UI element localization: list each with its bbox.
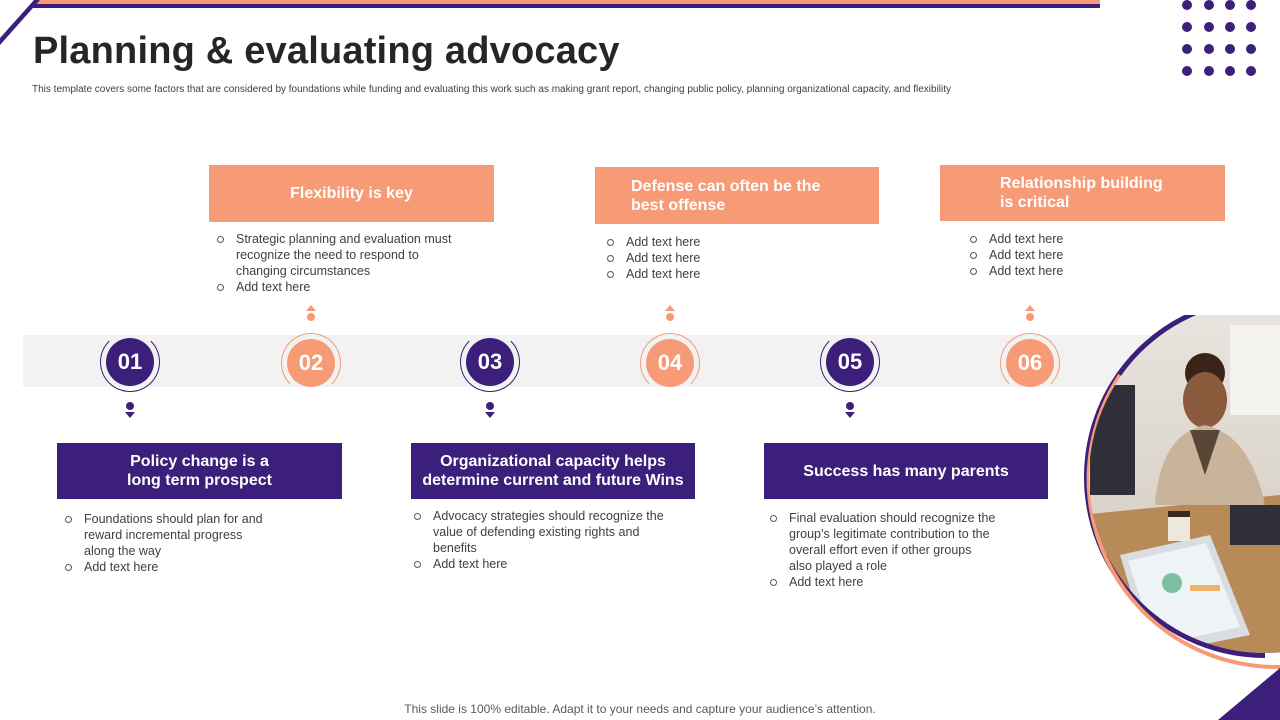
pin-05 bbox=[845, 412, 855, 418]
heading-box-01: Policy change is a long term prospect bbox=[57, 443, 342, 499]
step-circle-06: 06 bbox=[1006, 339, 1054, 387]
list-item: Add text here bbox=[606, 250, 806, 266]
list-item: Add text here bbox=[216, 279, 468, 295]
heading-05: Success has many parents bbox=[803, 462, 1009, 480]
heading-04: Defense can often be the best offense bbox=[631, 177, 821, 214]
list-item: Add text here bbox=[769, 574, 997, 590]
page-title: Planning & evaluating advocacy bbox=[33, 30, 620, 72]
heading-box-04: Defense can often be the best offense bbox=[595, 167, 879, 224]
top-accent-bar bbox=[0, 0, 1100, 4]
bottom-corner-decoration bbox=[1218, 668, 1280, 720]
heading-box-05: Success has many parents bbox=[764, 443, 1048, 499]
step-circle-03: 03 bbox=[466, 338, 514, 386]
step-number-02: 02 bbox=[298, 350, 324, 375]
step-number-04: 04 bbox=[657, 350, 683, 375]
step-ring-06 bbox=[1000, 333, 1060, 393]
step-number-06: 06 bbox=[1017, 350, 1043, 375]
pin-02 bbox=[306, 305, 316, 311]
step-circle-02: 02 bbox=[287, 339, 335, 387]
step-ring-03 bbox=[460, 332, 520, 392]
list-item: Advocacy strategies should recognize the… bbox=[413, 508, 671, 556]
step-ring-01 bbox=[100, 332, 160, 392]
bullet-list-02: Strategic planning and evaluation must r… bbox=[216, 231, 468, 295]
list-item: Add text here bbox=[606, 266, 806, 282]
bullet-list-05: Final evaluation should recognize the gr… bbox=[769, 510, 997, 590]
top-accent-bar-dark bbox=[0, 4, 1100, 8]
step-ring-02 bbox=[281, 333, 341, 393]
corner-decoration-inner bbox=[0, 0, 34, 38]
page-subtitle: This template covers some factors that a… bbox=[32, 84, 952, 95]
step-circle-04: 04 bbox=[646, 339, 694, 387]
list-item: Add text here bbox=[413, 556, 671, 572]
heading-box-02: Flexibility is key bbox=[209, 165, 494, 222]
list-item: Final evaluation should recognize the gr… bbox=[769, 510, 997, 574]
bullet-list-01: Foundations should plan for and reward i… bbox=[64, 511, 264, 575]
pin-03 bbox=[485, 412, 495, 418]
list-item: Add text here bbox=[64, 559, 264, 575]
step-circle-01: 01 bbox=[106, 338, 154, 386]
list-item: Add text here bbox=[969, 247, 1169, 263]
pin-06 bbox=[1025, 305, 1035, 311]
heading-02: Flexibility is key bbox=[290, 185, 413, 202]
heading-box-06: Relationship building is critical bbox=[940, 165, 1225, 221]
step-circle-05: 05 bbox=[826, 338, 874, 386]
step-number-05: 05 bbox=[837, 349, 863, 374]
step-number-01: 01 bbox=[117, 349, 143, 374]
step-ring-05 bbox=[820, 332, 880, 392]
heading-03: Organizational capacity helps determine … bbox=[422, 453, 684, 489]
list-item: Strategic planning and evaluation must r… bbox=[216, 231, 468, 279]
list-item: Add text here bbox=[969, 231, 1169, 247]
list-item: Add text here bbox=[606, 234, 806, 250]
heading-box-03: Organizational capacity helps determine … bbox=[411, 443, 695, 499]
meeting-photo bbox=[1084, 315, 1280, 670]
pin-01 bbox=[125, 412, 135, 418]
dot-grid-decoration bbox=[1176, 0, 1268, 80]
step-ring-04 bbox=[640, 333, 700, 393]
footer-note: This slide is 100% editable. Adapt it to… bbox=[404, 702, 876, 716]
list-item: Foundations should plan for and reward i… bbox=[64, 511, 264, 559]
step-number-03: 03 bbox=[477, 349, 503, 374]
bullet-list-06: Add text here Add text here Add text her… bbox=[969, 231, 1169, 279]
bullet-list-03: Advocacy strategies should recognize the… bbox=[413, 508, 671, 572]
pin-04 bbox=[665, 305, 675, 311]
list-item: Add text here bbox=[969, 263, 1169, 279]
heading-01: Policy change is a long term prospect bbox=[127, 453, 272, 489]
bullet-list-04: Add text here Add text here Add text her… bbox=[606, 234, 806, 282]
heading-06: Relationship building is critical bbox=[1000, 175, 1163, 211]
